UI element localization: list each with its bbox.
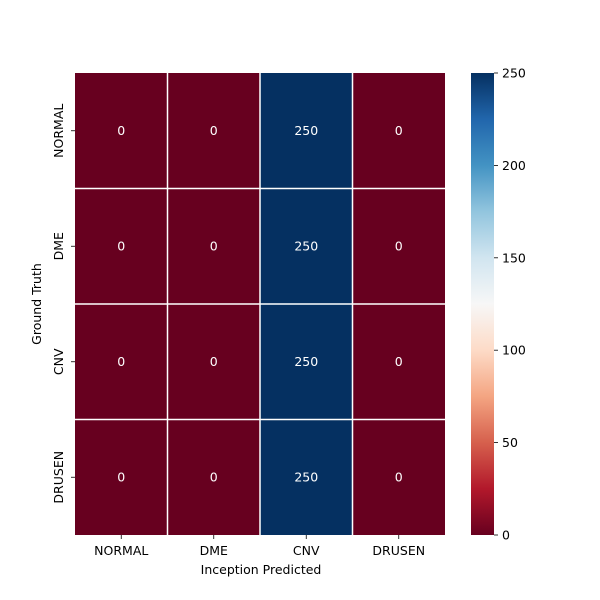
cell-value-label: 250 bbox=[294, 238, 318, 253]
heatmap-cell bbox=[352, 73, 445, 189]
cell-value-label: 0 bbox=[395, 123, 403, 138]
heatmap-cell bbox=[167, 419, 260, 535]
colorbar-ticks: 0 50 100 150 200 250 bbox=[494, 66, 526, 543]
heatmap-cell bbox=[75, 419, 168, 535]
colorbar bbox=[471, 73, 494, 535]
heatmap-cells bbox=[75, 73, 445, 535]
y-axis: NORMAL DME CNV DRUSEN bbox=[51, 104, 75, 504]
cell-value-label: 250 bbox=[294, 469, 318, 484]
heatmap-cell bbox=[75, 304, 168, 420]
y-tick-label: NORMAL bbox=[51, 104, 66, 158]
x-tick-label: CNV bbox=[293, 543, 320, 558]
cell-value-label: 0 bbox=[210, 123, 218, 138]
heatmap-cell-labels: 0 0 250 0 0 0 250 0 0 0 250 0 0 0 250 0 bbox=[117, 123, 403, 485]
y-tick-label: DRUSEN bbox=[51, 451, 66, 504]
cell-value-label: 0 bbox=[395, 469, 403, 484]
cell-value-label: 0 bbox=[117, 238, 125, 253]
colorbar-tick-label: 150 bbox=[502, 250, 526, 265]
colorbar-tick-label: 200 bbox=[502, 158, 526, 173]
y-tick-label: DME bbox=[51, 232, 66, 260]
cell-value-label: 0 bbox=[117, 469, 125, 484]
x-axis-title: Inception Predicted bbox=[201, 562, 322, 577]
cell-value-label: 0 bbox=[395, 354, 403, 369]
heatmap-gridlines bbox=[75, 73, 445, 535]
cell-value-label: 0 bbox=[210, 238, 218, 253]
cell-value-label: 0 bbox=[117, 354, 125, 369]
x-tick-label: DME bbox=[200, 543, 228, 558]
y-axis-title: Ground Truth bbox=[29, 263, 44, 345]
heatmap-cell bbox=[167, 188, 260, 304]
heatmap-cell bbox=[352, 188, 445, 304]
x-tick-label: DRUSEN bbox=[372, 543, 425, 558]
x-tick-label: NORMAL bbox=[94, 543, 148, 558]
heatmap-cell bbox=[260, 188, 353, 304]
heatmap-cell bbox=[75, 188, 168, 304]
heatmap-cell bbox=[167, 73, 260, 189]
cell-value-label: 0 bbox=[210, 354, 218, 369]
x-axis: NORMAL DME CNV DRUSEN bbox=[94, 535, 425, 558]
cell-value-label: 0 bbox=[117, 123, 125, 138]
colorbar-tick-label: 100 bbox=[502, 343, 526, 358]
heatmap-cell bbox=[260, 304, 353, 420]
heatmap-cell bbox=[352, 419, 445, 535]
heatmap-cell bbox=[75, 73, 168, 189]
cell-value-label: 250 bbox=[294, 354, 318, 369]
heatmap-cell bbox=[260, 419, 353, 535]
colorbar-tick-label: 250 bbox=[502, 66, 526, 81]
cell-value-label: 250 bbox=[294, 123, 318, 138]
colorbar-tick-label: 0 bbox=[502, 528, 510, 543]
heatmap-cell bbox=[352, 304, 445, 420]
cell-value-label: 0 bbox=[210, 469, 218, 484]
y-tick-label: CNV bbox=[51, 348, 66, 375]
colorbar-tick-label: 50 bbox=[502, 435, 518, 450]
cell-value-label: 0 bbox=[395, 238, 403, 253]
heatmap-cell bbox=[167, 304, 260, 420]
heatmap-cell bbox=[260, 73, 353, 189]
